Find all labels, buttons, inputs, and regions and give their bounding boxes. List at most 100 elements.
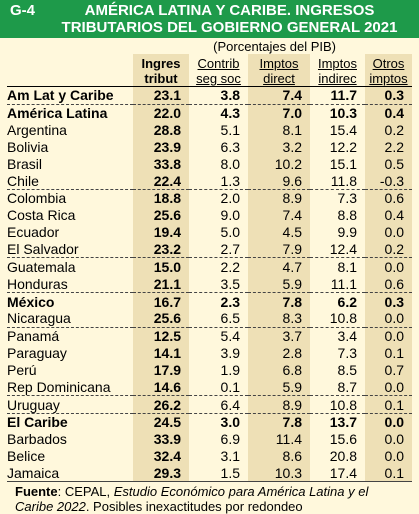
value-cell: 15.1 [329,155,357,172]
col-header-ingres-tribut: Ingres tribut [133,54,189,87]
table-row: Costa Rica 25.6 9.0 7.4 8.8 0.4 [7,206,412,224]
row-label: Colombia [7,189,133,207]
value-cell: 7.9 [248,240,310,258]
value-cell: 7.3 [337,345,357,362]
row-label: Bolivia [7,138,49,155]
value-cell: 11.4 [248,430,310,448]
value-cell: 3.7 [248,326,310,345]
value-cell: 0.6 [365,189,412,207]
value-cell: 3.4 [310,326,365,345]
row-label: Nicaragua [7,310,71,327]
value-cell: 14.6 [133,378,189,396]
value-cell: 25.6 [133,309,189,328]
chart-title-line-2: TRIBUTARIOS DEL GOBIERNO GENERAL 2021 [61,19,398,36]
value-cell: 1.3 [220,172,240,189]
value-cell: 0.1 [220,378,240,395]
value-cell: 7.8 [248,292,310,310]
value-cell: 0.0 [365,447,412,465]
value-cell: 25.6 [133,206,189,224]
header-corner [7,54,133,87]
value-cell: 0.1 [365,395,412,414]
table-row: Perú 17.9 1.9 6.8 8.5 0.7 [7,361,412,379]
col-header-line: imptos [369,71,408,86]
value-cell: 3.0 [189,413,248,431]
table-body: Am Lat y Caribe 23.1 3.8 7.4 11.7 0.3 América … [7,86,412,482]
value-cell: 11.1 [330,275,357,292]
table-row: Paraguay 14.1 3.9 2.8 7.3 0.1 [7,344,412,362]
value-cell: 0.7 [365,361,412,379]
value-cell: 8.3 [248,309,310,328]
value-cell: 6.3 [220,138,240,155]
value-cell: 33.8 [133,155,189,173]
value-cell: 8.0 [220,155,240,172]
table-row: El Caribe 24.5 3.0 7.8 13.7 0.0 [7,413,412,431]
value-cell: 8.9 [248,189,310,207]
table-row: Ecuador 19.4 5.0 4.5 9.9 0.0 [7,223,412,241]
value-cell: 0.0 [365,413,412,431]
source-text-1: : CEPAL, [57,484,114,500]
graphic-id: G-4 [10,2,36,19]
value-cell: 19.4 [133,223,189,241]
value-cell: 2.8 [248,344,310,362]
value-cell: 7.3 [310,189,365,207]
row-label: Panamá [7,326,133,345]
value-cell: 8.9 [248,395,310,414]
value-cell: 28.8 [133,121,189,139]
value-cell: 0.0 [365,378,412,396]
value-cell: 17.9 [133,361,189,379]
row-label: Argentina [7,122,67,139]
table-row: Colombia 18.8 2.0 8.9 7.3 0.6 [7,189,412,207]
table-row: Brasil 33.8 8.0 10.2 15.1 0.5 [7,155,412,173]
value-cell: 24.5 [133,413,189,431]
table-row: Rep Dominicana 14.6 0.1 5.9 8.7 0.0 [7,378,412,396]
tax-revenue-table: Ingres tribut Contrib seg soc Imptos dir… [7,54,412,482]
value-cell: 23.9 [133,138,189,156]
row-label: América Latina [7,103,133,122]
value-cell: 0.5 [365,155,412,173]
value-cell: 33.9 [133,430,189,448]
row-label: El Caribe [7,413,133,431]
value-cell: 18.8 [133,189,189,207]
value-cell: 4.7 [248,257,310,276]
col-header-line: tribut [144,71,178,86]
row-label: Ecuador [7,224,60,241]
value-cell: 8.1 [248,121,310,139]
value-cell: 6.4 [189,395,248,414]
table-row: Argentina 28.8 5.1 8.1 15.4 0.2 [7,121,412,139]
table-row: América Latina 22.0 4.3 7.0 10.3 0.4 [7,103,412,122]
value-cell: 15.4 [329,122,357,139]
value-cell: 0.0 [365,223,412,241]
row-label: México [7,292,133,310]
value-cell: 0.1 [365,344,412,362]
unit-label: (Porcentajes del PIB) [213,39,336,54]
value-cell: 2.3 [189,292,248,310]
value-cell: 21.1 [133,275,189,293]
row-label: Perú [7,361,37,378]
value-cell: 3.5 [220,275,240,292]
value-cell: 12.2 [329,138,357,155]
row-label: Brasil [7,155,43,172]
row-label: Chile [7,172,39,189]
table-row: México 16.7 2.3 7.8 6.2 0.3 [7,292,412,310]
value-cell: 10.3 [310,103,365,122]
value-cell: 29.3 [133,464,189,482]
value-cell: 2.2 [189,257,248,276]
value-cell: 6.8 [248,361,310,379]
value-cell: 8.6 [248,447,310,465]
table-row: Barbados 33.9 6.9 11.4 15.6 0.0 [7,430,412,448]
row-label: Costa Rica [7,207,76,224]
value-cell: 15.6 [329,431,357,448]
table-row: Jamaica 29.3 1.5 10.3 17.4 0.1 [7,464,412,482]
table-row: Bolivia 23.9 6.3 3.2 12.2 2.2 [7,138,412,156]
value-cell: 4.5 [248,223,310,241]
value-cell: 0.4 [365,103,412,122]
value-cell: 20.8 [329,448,357,465]
value-cell: 23.1 [133,86,189,105]
value-cell: 3.9 [220,345,240,362]
value-cell: 7.8 [248,413,310,431]
value-cell: 1.5 [220,464,240,481]
value-cell: 5.9 [248,275,310,293]
col-header-line: direct [263,71,295,86]
row-label: Belice [7,448,46,465]
col-header-contrib-seg-soc: Contrib seg soc [189,54,248,87]
